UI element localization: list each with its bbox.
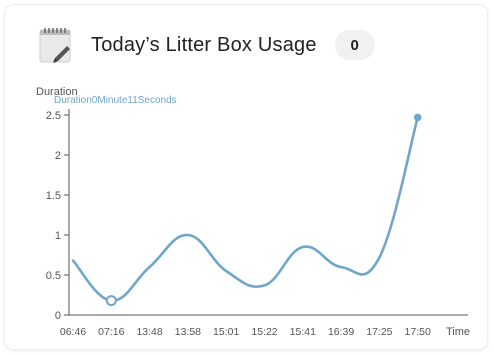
usage-count-badge: 0	[334, 30, 375, 60]
usage-line-chart: Duration Duration0Minute11Seconds Time 0…	[36, 86, 470, 338]
x-tick-label: 13:48	[136, 326, 162, 338]
y-tick-label: 2	[55, 150, 61, 162]
y-tick-label: 1.5	[46, 190, 61, 202]
card-header: Today’s Litter Box Usage 0	[35, 23, 375, 67]
notepad-icon	[39, 28, 71, 63]
x-tick-label: 15:22	[251, 326, 277, 338]
card-title: Today’s Litter Box Usage	[91, 33, 317, 56]
usage-card: Today’s Litter Box Usage 0 Duration Dura…	[4, 4, 488, 350]
x-tick-label: 13:58	[175, 326, 201, 338]
highlighted-data-point[interactable]	[105, 295, 117, 307]
y-tick-label: 0	[55, 310, 61, 322]
x-tick-label: 17:25	[366, 326, 392, 338]
x-axis-label: Time	[446, 326, 470, 338]
x-tick-label: 07:16	[98, 326, 124, 338]
x-tick-label: 15:01	[213, 326, 239, 338]
x-tick-label: 17:50	[405, 326, 431, 338]
y-tick-label: 2.5	[46, 110, 61, 122]
x-tick-label: 06:46	[60, 326, 86, 338]
y-axis-label: Duration	[36, 86, 78, 98]
y-tick-label: 1	[55, 230, 61, 242]
data-point[interactable]	[413, 113, 422, 122]
chart-annotation: Duration0Minute11Seconds	[54, 95, 177, 106]
x-tick-label: 16:39	[328, 326, 354, 338]
y-tick-label: 0.5	[46, 270, 61, 282]
x-tick-label: 15:41	[290, 326, 316, 338]
series-line	[71, 116, 419, 302]
